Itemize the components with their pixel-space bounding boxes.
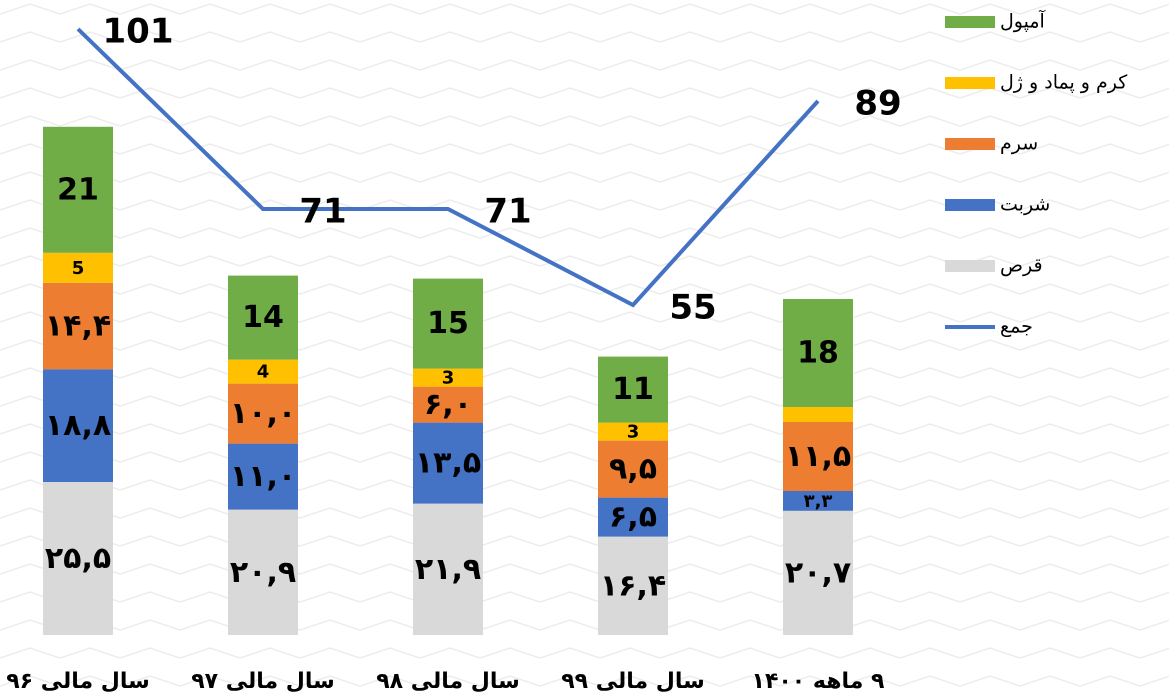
bar-segment: [783, 510, 853, 635]
value-label: ۲۱,۹: [415, 552, 481, 587]
value-label: 4: [257, 362, 270, 383]
line-value-label: 101: [103, 12, 174, 52]
value-label: 18: [797, 336, 839, 371]
line-value-label: 89: [854, 84, 901, 124]
bar-segment: [598, 356, 668, 423]
value-label: ۱۱,۵: [785, 439, 851, 474]
line-value-label: 71: [299, 192, 346, 232]
value-label: 21: [57, 172, 99, 207]
value-label: ۱۴,۴: [45, 309, 111, 344]
legend-swatch: [945, 260, 995, 272]
value-label: ۱۶,۴: [600, 568, 666, 603]
bar-segment: [413, 422, 483, 504]
total-line: [76, 27, 820, 308]
x-tick-label: ۹ ماهه ۱۴۰۰: [752, 669, 885, 694]
x-tick-label: سال مالی ۹۸: [376, 669, 520, 694]
bar-segment: [598, 422, 668, 441]
legend-swatch: [945, 77, 995, 89]
value-label: 3: [442, 368, 455, 389]
value-label: ۲۵,۵: [45, 541, 111, 576]
bar-segment: [413, 278, 483, 369]
legend-label: سرم: [1000, 133, 1038, 155]
line-value-label: 55: [669, 288, 716, 328]
value-label: 14: [242, 300, 284, 335]
legend-label: جمع: [1000, 316, 1033, 338]
bar-segment: [783, 299, 853, 407]
legend-swatch: [945, 199, 995, 211]
value-label: ۱۰,۰: [230, 396, 296, 431]
legend-label: آمپول: [1000, 9, 1046, 33]
bar-segment: [228, 443, 298, 510]
bar-segment: [228, 509, 298, 635]
bar-segment: [43, 252, 113, 283]
legend-label: کرم و پماد و ژل: [1000, 72, 1128, 94]
bar-segment: [228, 275, 298, 360]
value-label: 11: [612, 372, 654, 407]
bar-segment: [598, 536, 668, 635]
value-label: ۶,۵: [609, 500, 657, 535]
bar-segment: [413, 368, 483, 387]
x-tick-label: سال مالی ۹۹: [561, 669, 705, 694]
value-label: 15: [427, 306, 469, 341]
bar-segment: [43, 369, 113, 482]
bar-segment: [783, 422, 853, 491]
legend-swatch: [945, 16, 995, 28]
value-label: ۱۸,۸: [45, 408, 111, 443]
value-label: ۲۰,۷: [785, 555, 851, 590]
bar-segment: [228, 359, 298, 384]
bar-segment: [783, 491, 853, 511]
bar-segment: [413, 503, 483, 635]
bar-segment: [598, 497, 668, 537]
bar-segment: [43, 126, 113, 253]
value-label: ۶,۰: [424, 387, 472, 422]
bar-segment: [43, 482, 113, 635]
bar-segment: [783, 407, 853, 422]
bar-segment: [598, 440, 668, 498]
legend-label: قرص: [1000, 255, 1043, 277]
bar-segment: [43, 282, 113, 370]
legend-label: شربت: [1000, 194, 1050, 216]
x-tick-label: سال مالی ۹۶: [6, 669, 150, 694]
line-value-label: 71: [484, 192, 531, 232]
value-label: ۱۳,۵: [415, 446, 481, 481]
value-label: ۱۱,۰: [230, 459, 296, 494]
legend-swatch: [945, 138, 995, 150]
bar-segment: [228, 383, 298, 444]
bar-segment: [413, 386, 483, 423]
value-label: 3: [627, 422, 640, 443]
value-label: ۲۰,۹: [230, 555, 296, 590]
value-label: ۹,۵: [609, 452, 657, 487]
x-tick-label: سال مالی ۹۷: [191, 669, 335, 694]
value-label: ۳,۳: [804, 491, 833, 512]
value-label: 5: [72, 258, 85, 279]
